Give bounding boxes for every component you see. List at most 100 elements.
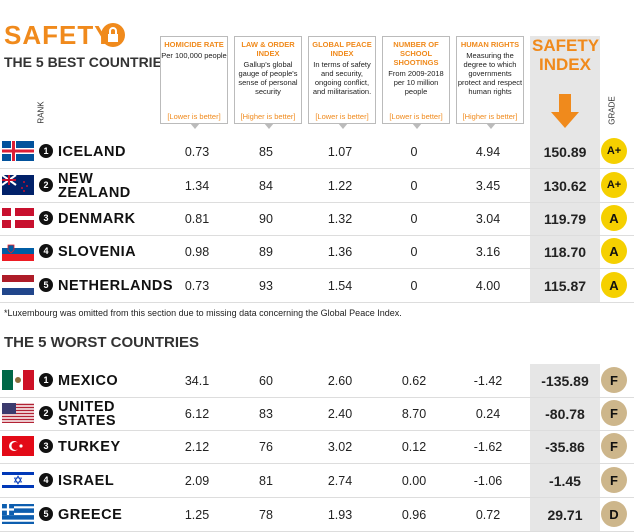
grade: A+: [601, 138, 627, 164]
table-row: 3 TURKEY 2.12 76 3.02 0.12 -1.62 -35.86 F: [0, 430, 634, 464]
value: 60: [259, 373, 273, 388]
value: 3.16: [475, 244, 501, 259]
country: NETHERLANDS: [58, 277, 174, 294]
pointer: [486, 123, 496, 129]
column-header: NUMBER OF SCHOOL SHOOTINGS From 2009-2018…: [382, 36, 450, 129]
country: ISRAEL: [58, 472, 115, 489]
value: 2.74: [327, 473, 353, 488]
flag: [2, 403, 34, 423]
rank: 1: [39, 144, 53, 158]
country-cell: SLOVENIA: [58, 235, 136, 268]
table-row: 2 NEW ZEALAND 1.34 84 1.22 0 3.45 130.62 A+: [0, 169, 634, 203]
rank: 4: [39, 244, 53, 258]
value: 34.1: [184, 373, 210, 388]
column-header: LAW & ORDER INDEX Gallup's global gauge o…: [234, 36, 302, 129]
column-title: HOMICIDE RATE: [164, 40, 224, 49]
value: 0.00: [401, 473, 427, 488]
column-note: [Lower is better]: [167, 112, 221, 121]
pointer: [338, 123, 348, 129]
grade: F: [601, 467, 627, 493]
column-header: HUMAN RIGHTS Measuring the degree to whic…: [456, 36, 524, 129]
column-title: LAW & ORDER INDEX: [241, 40, 295, 58]
subtitle: THE 5 BEST COUNTRIES*: [4, 54, 177, 70]
value: 0.81: [184, 211, 210, 226]
country: ICELAND: [58, 143, 126, 160]
value: 0: [410, 178, 418, 193]
index-bg: [530, 364, 600, 532]
value: 0: [410, 244, 418, 259]
value: 90: [259, 211, 273, 226]
rank: 5: [39, 278, 53, 292]
value: 0.24: [475, 406, 501, 421]
column-header: HOMICIDE RATE Per 100,000 people [Lower is…: [160, 36, 228, 129]
country: DENMARK: [58, 210, 136, 227]
country-cell: UNITED STATES: [58, 397, 116, 430]
value: 1.93: [327, 507, 353, 522]
grade: F: [601, 367, 627, 393]
column-title: GLOBAL PEACE INDEX: [312, 40, 372, 58]
value: 4.94: [475, 144, 501, 159]
safety-index: 130.62: [543, 177, 587, 194]
column-header: GLOBAL PEACE INDEX In terms of safety and…: [308, 36, 376, 129]
country-cell: ICELAND: [58, 135, 126, 168]
value: 0: [410, 211, 418, 226]
value: 1.32: [327, 211, 353, 226]
safety-index: -35.86: [545, 438, 585, 455]
safety-index: 119.79: [543, 210, 587, 227]
column-desc: Measuring the degree to which government…: [457, 51, 523, 96]
column-desc: Gallup's global gauge of people's sense …: [238, 60, 298, 96]
safety-index: -1.45: [549, 472, 581, 489]
title: SAFETY: [4, 20, 113, 50]
rank: 3: [39, 211, 53, 225]
column-note: [Lower is better]: [315, 112, 369, 121]
value: 3.45: [475, 178, 501, 193]
footnote: *Luxembourg was omitted from this sectio…: [4, 308, 402, 318]
flag: [2, 436, 34, 456]
value: 1.25: [184, 507, 210, 522]
value: 2.60: [327, 373, 353, 388]
value: -1.06: [473, 473, 503, 488]
column-desc: From 2009-2018 per 10 million people: [388, 69, 444, 96]
value: 3.02: [327, 439, 353, 454]
value: 0.12: [401, 439, 427, 454]
rank: 4: [39, 473, 53, 487]
value: 4.00: [475, 278, 501, 293]
flag: [2, 175, 34, 195]
index-title: SAFETY INDEX: [532, 36, 600, 74]
table-row: 5 GREECE 1.25 78 1.93 0.96 0.72 29.71 D: [0, 498, 634, 532]
grade: A: [601, 205, 627, 231]
safety-index: 118.70: [543, 243, 587, 260]
country-cell: DENMARK: [58, 202, 136, 235]
flag: [2, 370, 34, 390]
value: 3.04: [475, 211, 501, 226]
value: 93: [259, 278, 273, 293]
table-row: 5 NETHERLANDS 0.73 93 1.54 0 4.00 115.87 A: [0, 269, 634, 303]
value: -1.42: [473, 373, 503, 388]
column-desc: Per 100,000 people: [161, 51, 227, 60]
column-note: [Higher is better]: [240, 112, 296, 121]
grade: F: [601, 400, 627, 426]
country: MEXICO: [58, 372, 119, 389]
value: 76: [259, 439, 273, 454]
flag: [2, 208, 34, 228]
grade: A: [601, 272, 627, 298]
value: 1.07: [327, 144, 353, 159]
country: UNITED STATES: [58, 398, 117, 429]
rank: 5: [39, 507, 53, 521]
value: 85: [259, 144, 273, 159]
country-cell: NETHERLANDS: [58, 269, 173, 302]
value: 81: [259, 473, 273, 488]
grade: F: [601, 433, 627, 459]
country-cell: MEXICO: [58, 364, 118, 397]
value: 6.12: [184, 406, 210, 421]
pointer: [412, 123, 422, 129]
value: 0.98: [184, 244, 210, 259]
value: 0.73: [184, 144, 210, 159]
flag: [2, 275, 34, 295]
safety-index: 115.87: [543, 277, 587, 294]
table-row: 1 ICELAND 0.73 85 1.07 0 4.94 150.89 A+: [0, 135, 634, 169]
value: 0.72: [475, 507, 501, 522]
country: SLOVENIA: [58, 243, 137, 260]
table-row: 4 ISRAEL 2.09 81 2.74 0.00 -1.06 -1.45 F: [0, 464, 634, 498]
